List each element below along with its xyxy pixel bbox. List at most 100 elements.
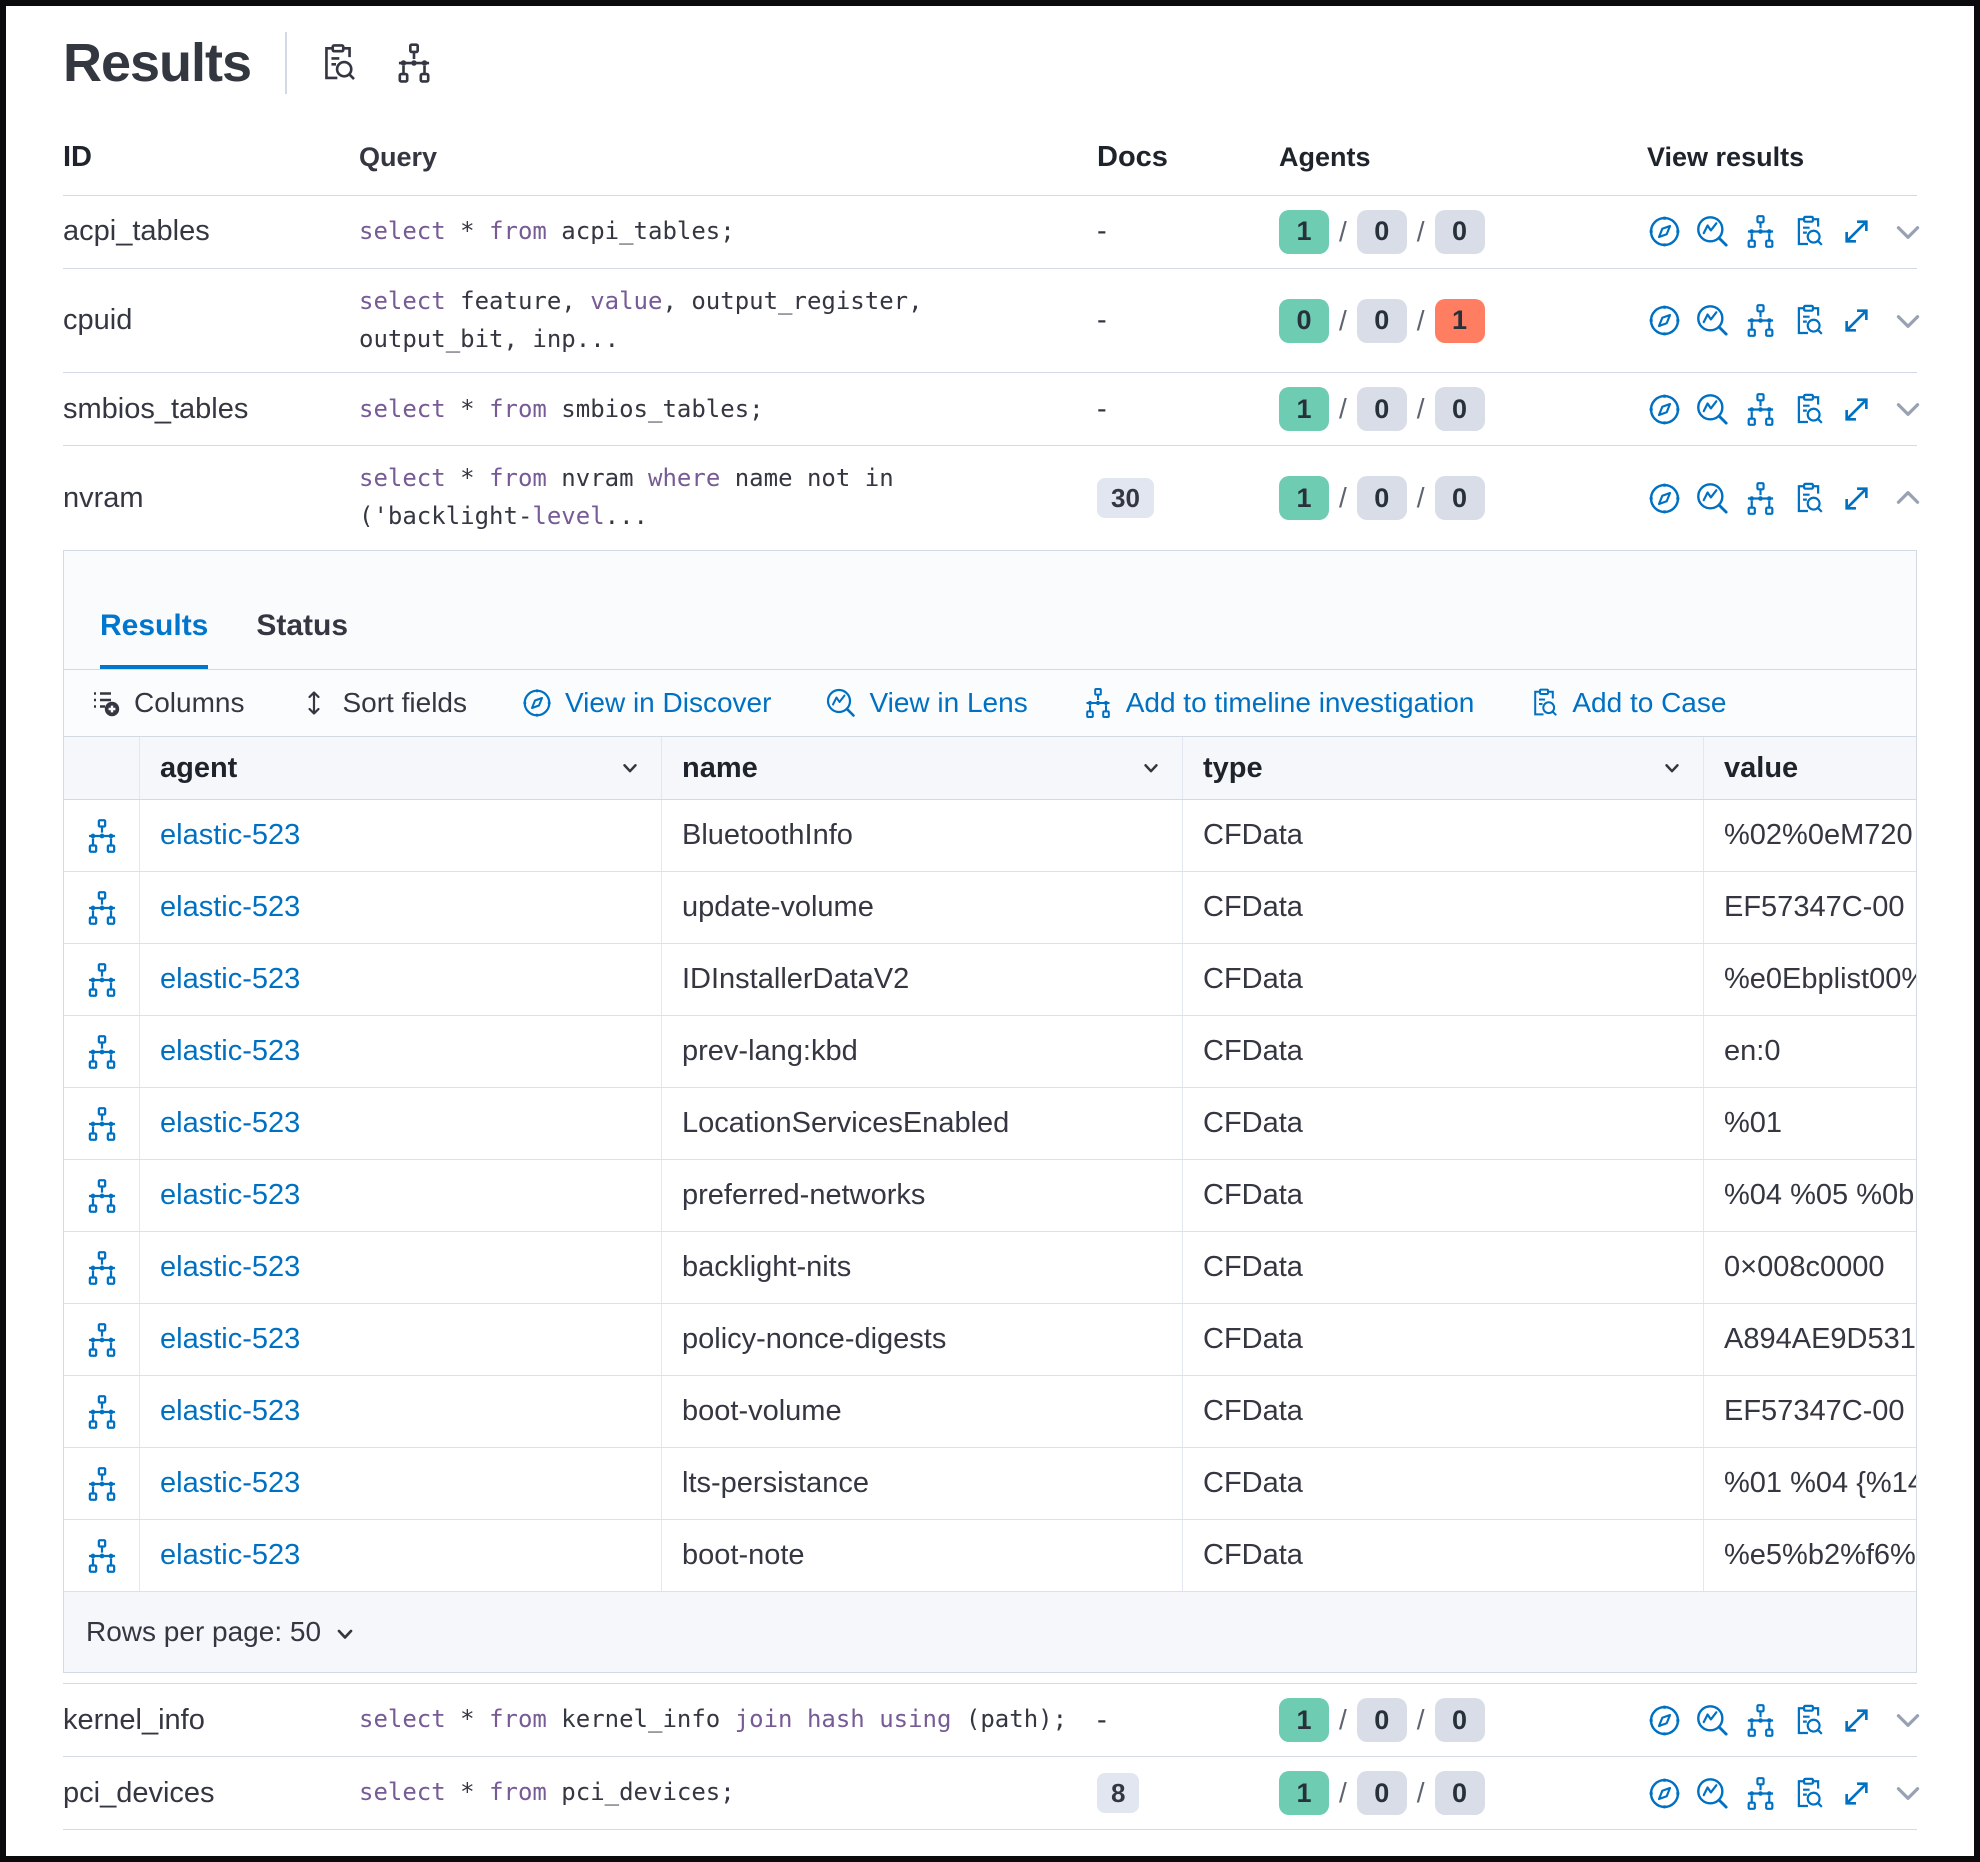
add-to-case-icon[interactable] xyxy=(1791,481,1826,516)
row-chevron-icon[interactable] xyxy=(1891,304,1925,338)
name-cell: boot-volume xyxy=(662,1376,1183,1448)
discover-compass-icon xyxy=(521,687,553,719)
add-to-case-icon[interactable] xyxy=(1791,1703,1826,1738)
inspect-icon[interactable] xyxy=(317,42,359,84)
view-in-discover-icon[interactable] xyxy=(1647,392,1682,427)
agent-link[interactable]: elastic-523 xyxy=(160,819,301,852)
view-in-discover-icon[interactable] xyxy=(1647,1776,1682,1811)
agent-link[interactable]: elastic-523 xyxy=(160,891,301,924)
add-to-timeline-icon[interactable] xyxy=(84,1034,120,1070)
add-to-case-icon[interactable] xyxy=(1791,214,1826,249)
query-id: cpuid xyxy=(63,304,133,337)
add-to-case-button[interactable]: Add to Case xyxy=(1528,687,1726,719)
add-to-timeline-icon[interactable] xyxy=(1743,1776,1778,1811)
add-to-timeline-icon[interactable] xyxy=(84,1322,120,1358)
agent-count-badge: 0 xyxy=(1356,476,1407,521)
expand-icon[interactable] xyxy=(1839,214,1874,249)
view-in-lens-icon[interactable] xyxy=(1695,1776,1730,1811)
view-in-lens-button[interactable]: View in Lens xyxy=(825,687,1028,719)
view-in-lens-icon[interactable] xyxy=(1695,303,1730,338)
row-chevron-icon[interactable] xyxy=(1891,392,1925,426)
value-cell: en:0 xyxy=(1724,1035,1781,1068)
row-chevron-icon[interactable] xyxy=(1891,481,1925,515)
column-header-docs: Docs xyxy=(1097,140,1168,173)
grid-row: elastic-523 backlight-nits CFData 0×008c… xyxy=(64,1232,1916,1305)
grid-header-agent[interactable]: agent xyxy=(140,737,662,800)
add-to-case-icon[interactable] xyxy=(1791,303,1826,338)
agent-link[interactable]: elastic-523 xyxy=(160,1179,301,1212)
sort-fields-button[interactable]: Sort fields xyxy=(298,687,467,719)
expand-icon[interactable] xyxy=(1839,392,1874,427)
view-in-lens-icon[interactable] xyxy=(1695,481,1730,516)
expand-icon[interactable] xyxy=(1839,1776,1874,1811)
grid-header-type[interactable]: type xyxy=(1183,737,1704,800)
value-cell: 0×008c0000 xyxy=(1724,1251,1885,1284)
add-to-timeline-icon[interactable] xyxy=(84,1106,120,1142)
agent-link[interactable]: elastic-523 xyxy=(160,1107,301,1140)
row-lead-cell xyxy=(64,1232,140,1304)
query-row: pci_devices select * from pci_devices; 8… xyxy=(63,1757,1920,1831)
chevron-down-icon[interactable] xyxy=(619,757,641,779)
row-chevron-icon[interactable] xyxy=(1891,1776,1925,1810)
tab-status[interactable]: Status xyxy=(256,609,349,643)
add-to-timeline-icon[interactable] xyxy=(84,1538,120,1574)
view-in-discover-icon[interactable] xyxy=(1647,214,1682,249)
network-icon[interactable] xyxy=(393,42,435,84)
add-to-timeline-icon[interactable] xyxy=(84,1466,120,1502)
agent-count-badge: 1 xyxy=(1279,476,1329,521)
grid-row: elastic-523 update-volume CFData EF57347… xyxy=(64,872,1916,945)
add-to-timeline-button[interactable]: Add to timeline investigation xyxy=(1082,687,1474,719)
view-in-lens-icon[interactable] xyxy=(1695,1703,1730,1738)
agent-link[interactable]: elastic-523 xyxy=(160,1539,301,1572)
agent-link[interactable]: elastic-523 xyxy=(160,1395,301,1428)
chevron-down-icon[interactable] xyxy=(1140,757,1162,779)
chevron-down-icon[interactable] xyxy=(333,1618,357,1646)
add-to-timeline-icon[interactable] xyxy=(84,818,120,854)
add-to-timeline-icon[interactable] xyxy=(1743,481,1778,516)
expand-icon[interactable] xyxy=(1839,303,1874,338)
add-to-case-icon[interactable] xyxy=(1791,392,1826,427)
agent-link[interactable]: elastic-523 xyxy=(160,1035,301,1068)
view-in-lens-icon[interactable] xyxy=(1695,214,1730,249)
view-results-actions xyxy=(1631,392,1920,427)
view-in-discover-icon[interactable] xyxy=(1647,1703,1682,1738)
add-to-timeline-icon[interactable] xyxy=(1743,214,1778,249)
agent-link[interactable]: elastic-523 xyxy=(160,1323,301,1356)
value-cell: %01 %04 {%14 xyxy=(1724,1467,1916,1500)
row-lead-cell xyxy=(64,1088,140,1160)
rows-per-page[interactable]: Rows per page: 50 xyxy=(86,1616,322,1648)
expand-icon[interactable] xyxy=(1839,481,1874,516)
view-in-discover-icon[interactable] xyxy=(1647,481,1682,516)
add-to-timeline-icon[interactable] xyxy=(1743,1703,1778,1738)
columns-button[interactable]: Columns xyxy=(90,687,244,719)
add-to-timeline-icon[interactable] xyxy=(84,962,120,998)
add-to-timeline-icon[interactable] xyxy=(84,890,120,926)
chevron-down-icon[interactable] xyxy=(1661,757,1683,779)
add-to-timeline-icon[interactable] xyxy=(84,1250,120,1286)
query-row: smbios_tables select * from smbios_table… xyxy=(63,373,1920,447)
value-cell: EF57347C-00 xyxy=(1724,891,1905,924)
expand-icon[interactable] xyxy=(1839,1703,1874,1738)
grid-row: elastic-523 BluetoothInfo CFData %02%0eM… xyxy=(64,800,1916,873)
grid-header-name[interactable]: name xyxy=(662,737,1183,800)
view-in-discover-icon[interactable] xyxy=(1647,303,1682,338)
tab-results[interactable]: Results xyxy=(100,609,209,670)
grid-header-value[interactable]: value xyxy=(1724,751,1799,784)
add-to-case-icon[interactable] xyxy=(1791,1776,1826,1811)
grid-row: elastic-523 policy-nonce-digests CFData … xyxy=(64,1304,1916,1377)
agent-link[interactable]: elastic-523 xyxy=(160,963,301,996)
row-chevron-icon[interactable] xyxy=(1891,1703,1925,1737)
view-in-discover-button[interactable]: View in Discover xyxy=(521,687,771,719)
value-cell: A894AE9D531 xyxy=(1724,1323,1916,1356)
add-to-timeline-icon[interactable] xyxy=(1743,392,1778,427)
agent-link[interactable]: elastic-523 xyxy=(160,1251,301,1284)
type-cell: CFData xyxy=(1183,1304,1704,1376)
agent-link[interactable]: elastic-523 xyxy=(160,1467,301,1500)
row-chevron-icon[interactable] xyxy=(1891,215,1925,249)
add-to-timeline-icon[interactable] xyxy=(1743,303,1778,338)
docs-count: - xyxy=(1097,215,1107,248)
add-to-timeline-icon[interactable] xyxy=(84,1394,120,1430)
view-in-lens-icon[interactable] xyxy=(1695,392,1730,427)
add-to-timeline-icon[interactable] xyxy=(84,1178,120,1214)
query-sql: select * from nvram where name not in ('… xyxy=(359,464,894,531)
